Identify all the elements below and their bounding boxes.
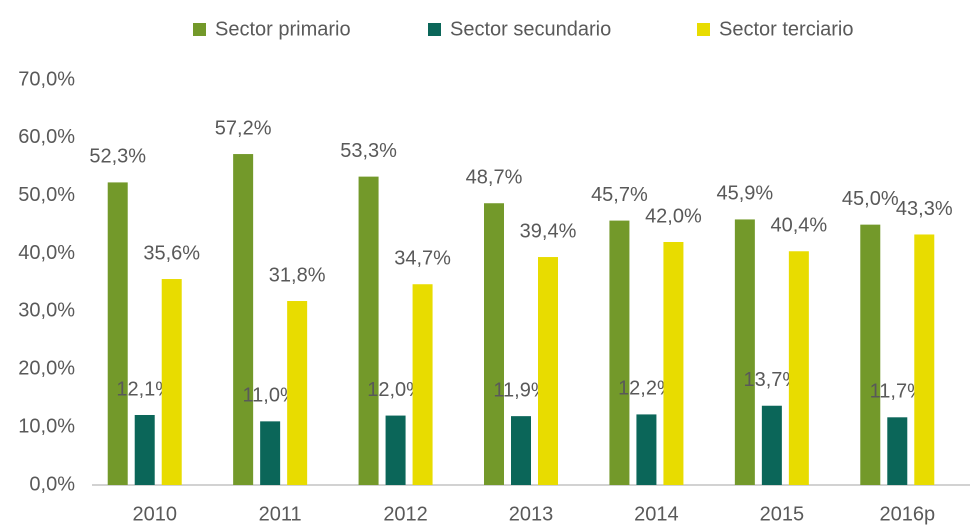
legend-swatch (193, 23, 206, 36)
bar (134, 414, 155, 485)
bar (788, 251, 809, 485)
x-tick-label: 2013 (509, 503, 554, 525)
bar (358, 176, 379, 485)
data-label: 31,8% (269, 264, 326, 286)
x-tick-label: 2012 (383, 503, 428, 525)
data-label: 12,0% (367, 379, 424, 401)
data-label: 45,7% (591, 184, 648, 206)
data-label: 53,3% (340, 140, 397, 162)
y-tick-label: 10,0% (18, 415, 75, 437)
bar (636, 414, 657, 485)
data-label: 39,4% (520, 220, 577, 242)
data-label: 57,2% (215, 117, 272, 139)
y-tick-label: 20,0% (18, 358, 75, 380)
data-label: 11,7% (870, 381, 925, 403)
bar (385, 415, 406, 485)
bar (887, 417, 908, 485)
bar (761, 405, 782, 485)
legend-swatch (697, 23, 710, 36)
data-label: 34,7% (394, 248, 451, 270)
y-tick-label: 50,0% (18, 184, 75, 206)
data-label: 11,0% (243, 385, 298, 407)
bar (107, 182, 128, 485)
data-label: 45,9% (716, 183, 773, 205)
legend-label: Sector primario (215, 18, 351, 40)
legend-label: Sector secundario (450, 18, 611, 40)
bar (260, 421, 281, 485)
bar (860, 224, 881, 485)
bar (663, 242, 684, 485)
bar (914, 234, 935, 485)
data-label: 12,1% (116, 378, 173, 400)
x-tick-label: 2016p (879, 503, 935, 525)
data-label: 11,9% (493, 379, 548, 401)
bar (538, 257, 558, 485)
data-label: 52,3% (89, 146, 146, 168)
bar (484, 203, 504, 485)
y-tick-label: 40,0% (18, 242, 75, 264)
bar (511, 416, 531, 485)
data-label: 45,0% (842, 188, 899, 210)
x-tick-label: 2010 (132, 503, 177, 525)
x-tick-label: 2015 (760, 503, 805, 525)
data-label: 42,0% (645, 205, 702, 227)
x-tick-label: 2014 (634, 503, 679, 525)
data-label: 12,2% (618, 378, 675, 400)
data-label: 35,6% (143, 242, 200, 264)
bar (412, 284, 433, 485)
data-label: 40,4% (770, 215, 827, 237)
data-label: 48,7% (466, 167, 523, 189)
y-tick-label: 30,0% (18, 300, 75, 322)
bar (287, 301, 308, 485)
legend-label: Sector terciario (719, 18, 854, 40)
bar (161, 279, 182, 485)
bar (233, 154, 254, 486)
y-tick-label: 70,0% (18, 68, 75, 90)
y-tick-label: 0,0% (29, 473, 75, 495)
y-tick-label: 60,0% (18, 126, 75, 148)
legend-swatch (428, 23, 441, 36)
data-label: 13,7% (743, 369, 800, 391)
data-label: 43,3% (896, 198, 953, 220)
x-tick-label: 2011 (259, 503, 302, 525)
bar (734, 219, 755, 485)
bar (609, 220, 630, 486)
